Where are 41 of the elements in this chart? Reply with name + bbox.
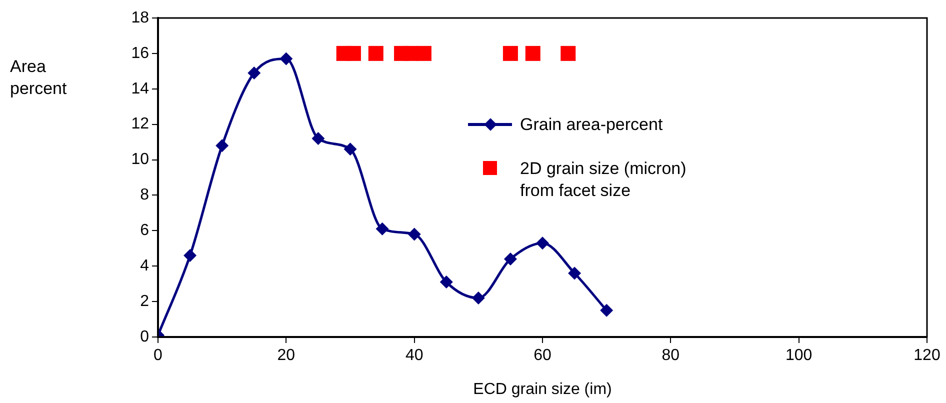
legend-label: Grain area-percent [520, 114, 663, 136]
y-tick-label: 10 [131, 151, 150, 168]
point [472, 292, 485, 305]
point [525, 46, 540, 61]
point [408, 228, 421, 241]
point [184, 248, 197, 262]
x-tick-label: 20 [277, 347, 296, 364]
point [368, 46, 384, 61]
point [560, 46, 576, 61]
point [504, 252, 517, 266]
point [376, 222, 389, 236]
point [536, 236, 549, 250]
point [416, 46, 432, 61]
point [568, 266, 582, 280]
legend-label: 2D grain size (micron) from facet size [520, 158, 688, 202]
x-tick-label: 100 [785, 347, 812, 364]
point [502, 46, 518, 61]
x-tick-label: 80 [662, 347, 680, 364]
point [600, 304, 614, 317]
y-tick-label: 12 [131, 116, 150, 133]
point [440, 276, 453, 289]
y-tick-label: 6 [140, 222, 150, 240]
x-tick-label: 40 [405, 347, 424, 364]
y-tick-label: 18 [131, 9, 150, 26]
point [346, 46, 361, 61]
point [248, 66, 261, 80]
x-tick-label: 0 [154, 347, 163, 364]
y-tick-label: 0 [140, 328, 150, 346]
y-tick-label: 4 [140, 258, 150, 275]
y-tick-label: 2 [140, 292, 150, 310]
y-tick-label: 16 [131, 44, 150, 62]
x-axis-title: ECD grain size (im) [473, 380, 612, 398]
point [344, 142, 357, 156]
point [216, 139, 229, 152]
y-tick-label: 8 [140, 186, 150, 204]
x-tick-label: 120 [914, 347, 940, 364]
y-axis-title: Area percent [10, 56, 68, 100]
point [280, 52, 293, 66]
point [312, 132, 325, 146]
x-tick-label: 60 [534, 347, 552, 364]
y-tick-label: 14 [131, 80, 150, 98]
